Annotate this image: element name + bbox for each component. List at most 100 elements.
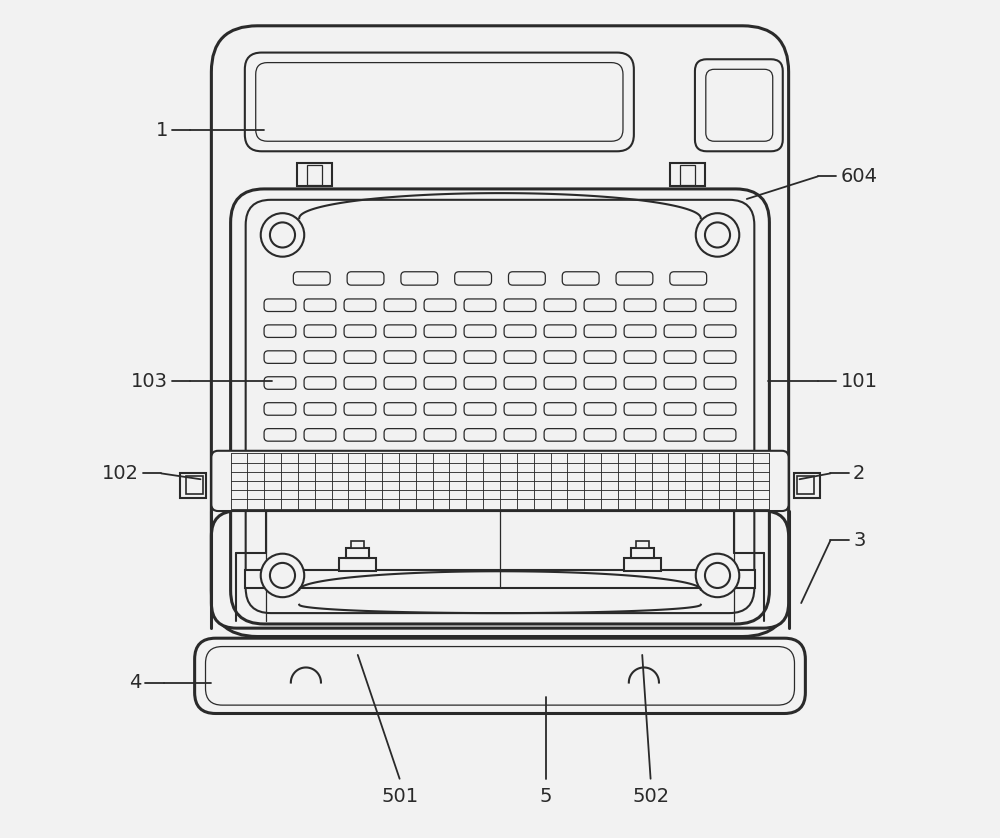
FancyBboxPatch shape bbox=[344, 403, 376, 416]
FancyBboxPatch shape bbox=[344, 325, 376, 338]
FancyBboxPatch shape bbox=[211, 451, 789, 511]
FancyBboxPatch shape bbox=[584, 325, 616, 338]
FancyBboxPatch shape bbox=[544, 299, 576, 312]
FancyBboxPatch shape bbox=[231, 189, 769, 624]
FancyBboxPatch shape bbox=[401, 272, 438, 285]
FancyBboxPatch shape bbox=[670, 272, 707, 285]
FancyBboxPatch shape bbox=[584, 351, 616, 364]
FancyBboxPatch shape bbox=[624, 325, 656, 338]
FancyBboxPatch shape bbox=[464, 351, 496, 364]
FancyBboxPatch shape bbox=[504, 403, 536, 416]
Bar bbox=[636, 541, 649, 548]
FancyBboxPatch shape bbox=[624, 299, 656, 312]
FancyBboxPatch shape bbox=[664, 351, 696, 364]
Text: 102: 102 bbox=[102, 464, 139, 483]
FancyBboxPatch shape bbox=[384, 351, 416, 364]
FancyBboxPatch shape bbox=[464, 377, 496, 390]
Bar bbox=[670, 163, 705, 186]
FancyBboxPatch shape bbox=[384, 325, 416, 338]
FancyBboxPatch shape bbox=[344, 428, 376, 441]
FancyBboxPatch shape bbox=[293, 272, 330, 285]
FancyBboxPatch shape bbox=[464, 403, 496, 416]
FancyBboxPatch shape bbox=[706, 70, 773, 142]
FancyBboxPatch shape bbox=[624, 428, 656, 441]
Bar bbox=[797, 476, 814, 494]
FancyBboxPatch shape bbox=[508, 272, 545, 285]
FancyBboxPatch shape bbox=[664, 428, 696, 441]
FancyBboxPatch shape bbox=[304, 299, 336, 312]
FancyBboxPatch shape bbox=[424, 403, 456, 416]
FancyBboxPatch shape bbox=[584, 403, 616, 416]
FancyBboxPatch shape bbox=[264, 377, 296, 390]
FancyBboxPatch shape bbox=[347, 272, 384, 285]
FancyBboxPatch shape bbox=[384, 377, 416, 390]
FancyBboxPatch shape bbox=[206, 647, 794, 705]
FancyBboxPatch shape bbox=[211, 511, 789, 628]
FancyBboxPatch shape bbox=[704, 428, 736, 441]
Circle shape bbox=[261, 554, 304, 597]
FancyBboxPatch shape bbox=[211, 26, 789, 637]
Text: 3: 3 bbox=[853, 530, 865, 550]
FancyBboxPatch shape bbox=[504, 377, 536, 390]
FancyBboxPatch shape bbox=[245, 53, 634, 152]
Circle shape bbox=[270, 563, 295, 588]
FancyBboxPatch shape bbox=[344, 351, 376, 364]
FancyBboxPatch shape bbox=[504, 325, 536, 338]
Circle shape bbox=[696, 213, 739, 256]
FancyBboxPatch shape bbox=[304, 377, 336, 390]
FancyBboxPatch shape bbox=[695, 59, 783, 152]
FancyBboxPatch shape bbox=[664, 403, 696, 416]
FancyBboxPatch shape bbox=[624, 377, 656, 390]
FancyBboxPatch shape bbox=[624, 351, 656, 364]
FancyBboxPatch shape bbox=[264, 428, 296, 441]
FancyBboxPatch shape bbox=[584, 428, 616, 441]
Bar bbox=[624, 558, 661, 572]
FancyBboxPatch shape bbox=[664, 325, 696, 338]
FancyBboxPatch shape bbox=[384, 403, 416, 416]
Bar bbox=[631, 548, 654, 558]
Bar bbox=[297, 163, 332, 186]
FancyBboxPatch shape bbox=[504, 299, 536, 312]
FancyBboxPatch shape bbox=[544, 377, 576, 390]
FancyBboxPatch shape bbox=[562, 272, 599, 285]
Text: 1: 1 bbox=[155, 121, 168, 140]
Text: 5: 5 bbox=[540, 787, 552, 806]
Bar bbox=[339, 558, 376, 572]
FancyBboxPatch shape bbox=[304, 403, 336, 416]
FancyBboxPatch shape bbox=[256, 63, 623, 142]
FancyBboxPatch shape bbox=[464, 428, 496, 441]
FancyBboxPatch shape bbox=[704, 377, 736, 390]
FancyBboxPatch shape bbox=[544, 351, 576, 364]
FancyBboxPatch shape bbox=[304, 351, 336, 364]
FancyBboxPatch shape bbox=[384, 428, 416, 441]
FancyBboxPatch shape bbox=[624, 403, 656, 416]
FancyBboxPatch shape bbox=[464, 325, 496, 338]
Bar bbox=[346, 548, 369, 558]
FancyBboxPatch shape bbox=[504, 351, 536, 364]
FancyBboxPatch shape bbox=[704, 299, 736, 312]
FancyBboxPatch shape bbox=[616, 272, 653, 285]
Bar bbox=[794, 473, 820, 498]
Text: 4: 4 bbox=[129, 673, 141, 692]
Text: 103: 103 bbox=[131, 372, 168, 391]
FancyBboxPatch shape bbox=[424, 428, 456, 441]
Text: 604: 604 bbox=[841, 167, 878, 186]
FancyBboxPatch shape bbox=[264, 403, 296, 416]
FancyBboxPatch shape bbox=[264, 299, 296, 312]
FancyBboxPatch shape bbox=[704, 351, 736, 364]
FancyBboxPatch shape bbox=[704, 403, 736, 416]
FancyBboxPatch shape bbox=[544, 428, 576, 441]
FancyBboxPatch shape bbox=[464, 299, 496, 312]
Circle shape bbox=[270, 222, 295, 247]
FancyBboxPatch shape bbox=[246, 199, 754, 613]
FancyBboxPatch shape bbox=[504, 428, 536, 441]
Circle shape bbox=[696, 554, 739, 597]
FancyBboxPatch shape bbox=[455, 272, 492, 285]
FancyBboxPatch shape bbox=[584, 377, 616, 390]
FancyBboxPatch shape bbox=[344, 377, 376, 390]
FancyBboxPatch shape bbox=[544, 403, 576, 416]
FancyBboxPatch shape bbox=[664, 299, 696, 312]
FancyBboxPatch shape bbox=[264, 351, 296, 364]
FancyBboxPatch shape bbox=[424, 299, 456, 312]
Bar bbox=[186, 476, 203, 494]
